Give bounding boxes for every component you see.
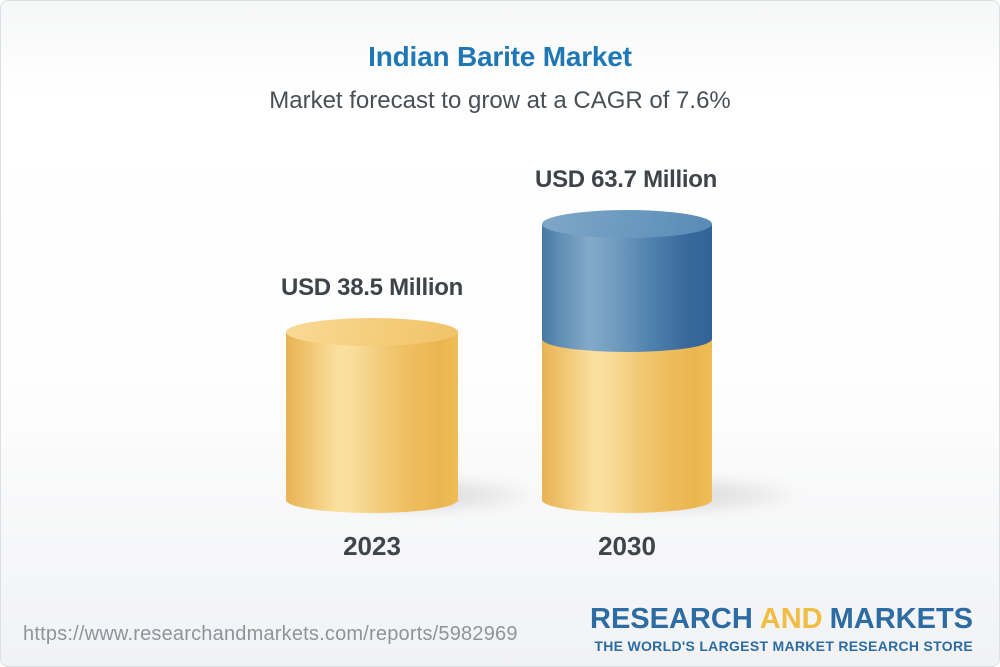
bar-2023-cylinder (286, 318, 458, 513)
axis-label-2030: 2030 (598, 531, 656, 561)
value-label-2023: USD 38.5 Million (281, 274, 463, 301)
bar-2030-growth-segment (542, 224, 712, 352)
bar-2030-base-segment (542, 339, 712, 513)
report-url: https://www.researchandmarkets.com/repor… (23, 623, 518, 645)
brand-word-and: AND (759, 603, 823, 635)
value-label-2030: USD 63.7 Million (535, 166, 717, 193)
chart-subtitle: Market forecast to grow at a CAGR of 7.6… (269, 87, 731, 114)
bar-2023-top-face (286, 318, 458, 346)
brand-word-markets: MARKETS (829, 603, 973, 635)
brand-logo: RESEARCH AND MARKETS THE WORLD'S LARGEST M… (590, 605, 973, 655)
brand-logo-wordmark: RESEARCH AND MARKETS (590, 605, 973, 634)
bar-2030-cylinder (542, 210, 712, 513)
bar-2030-top-face (542, 210, 712, 238)
axis-label-2023: 2023 (343, 531, 401, 561)
chart-title: Indian Barite Market (368, 41, 632, 72)
brand-word-research: RESEARCH (590, 603, 753, 635)
brand-tagline: THE WORLD'S LARGEST MARKET RESEARCH STOR… (594, 638, 973, 654)
bar-2023-base-segment (286, 332, 458, 513)
